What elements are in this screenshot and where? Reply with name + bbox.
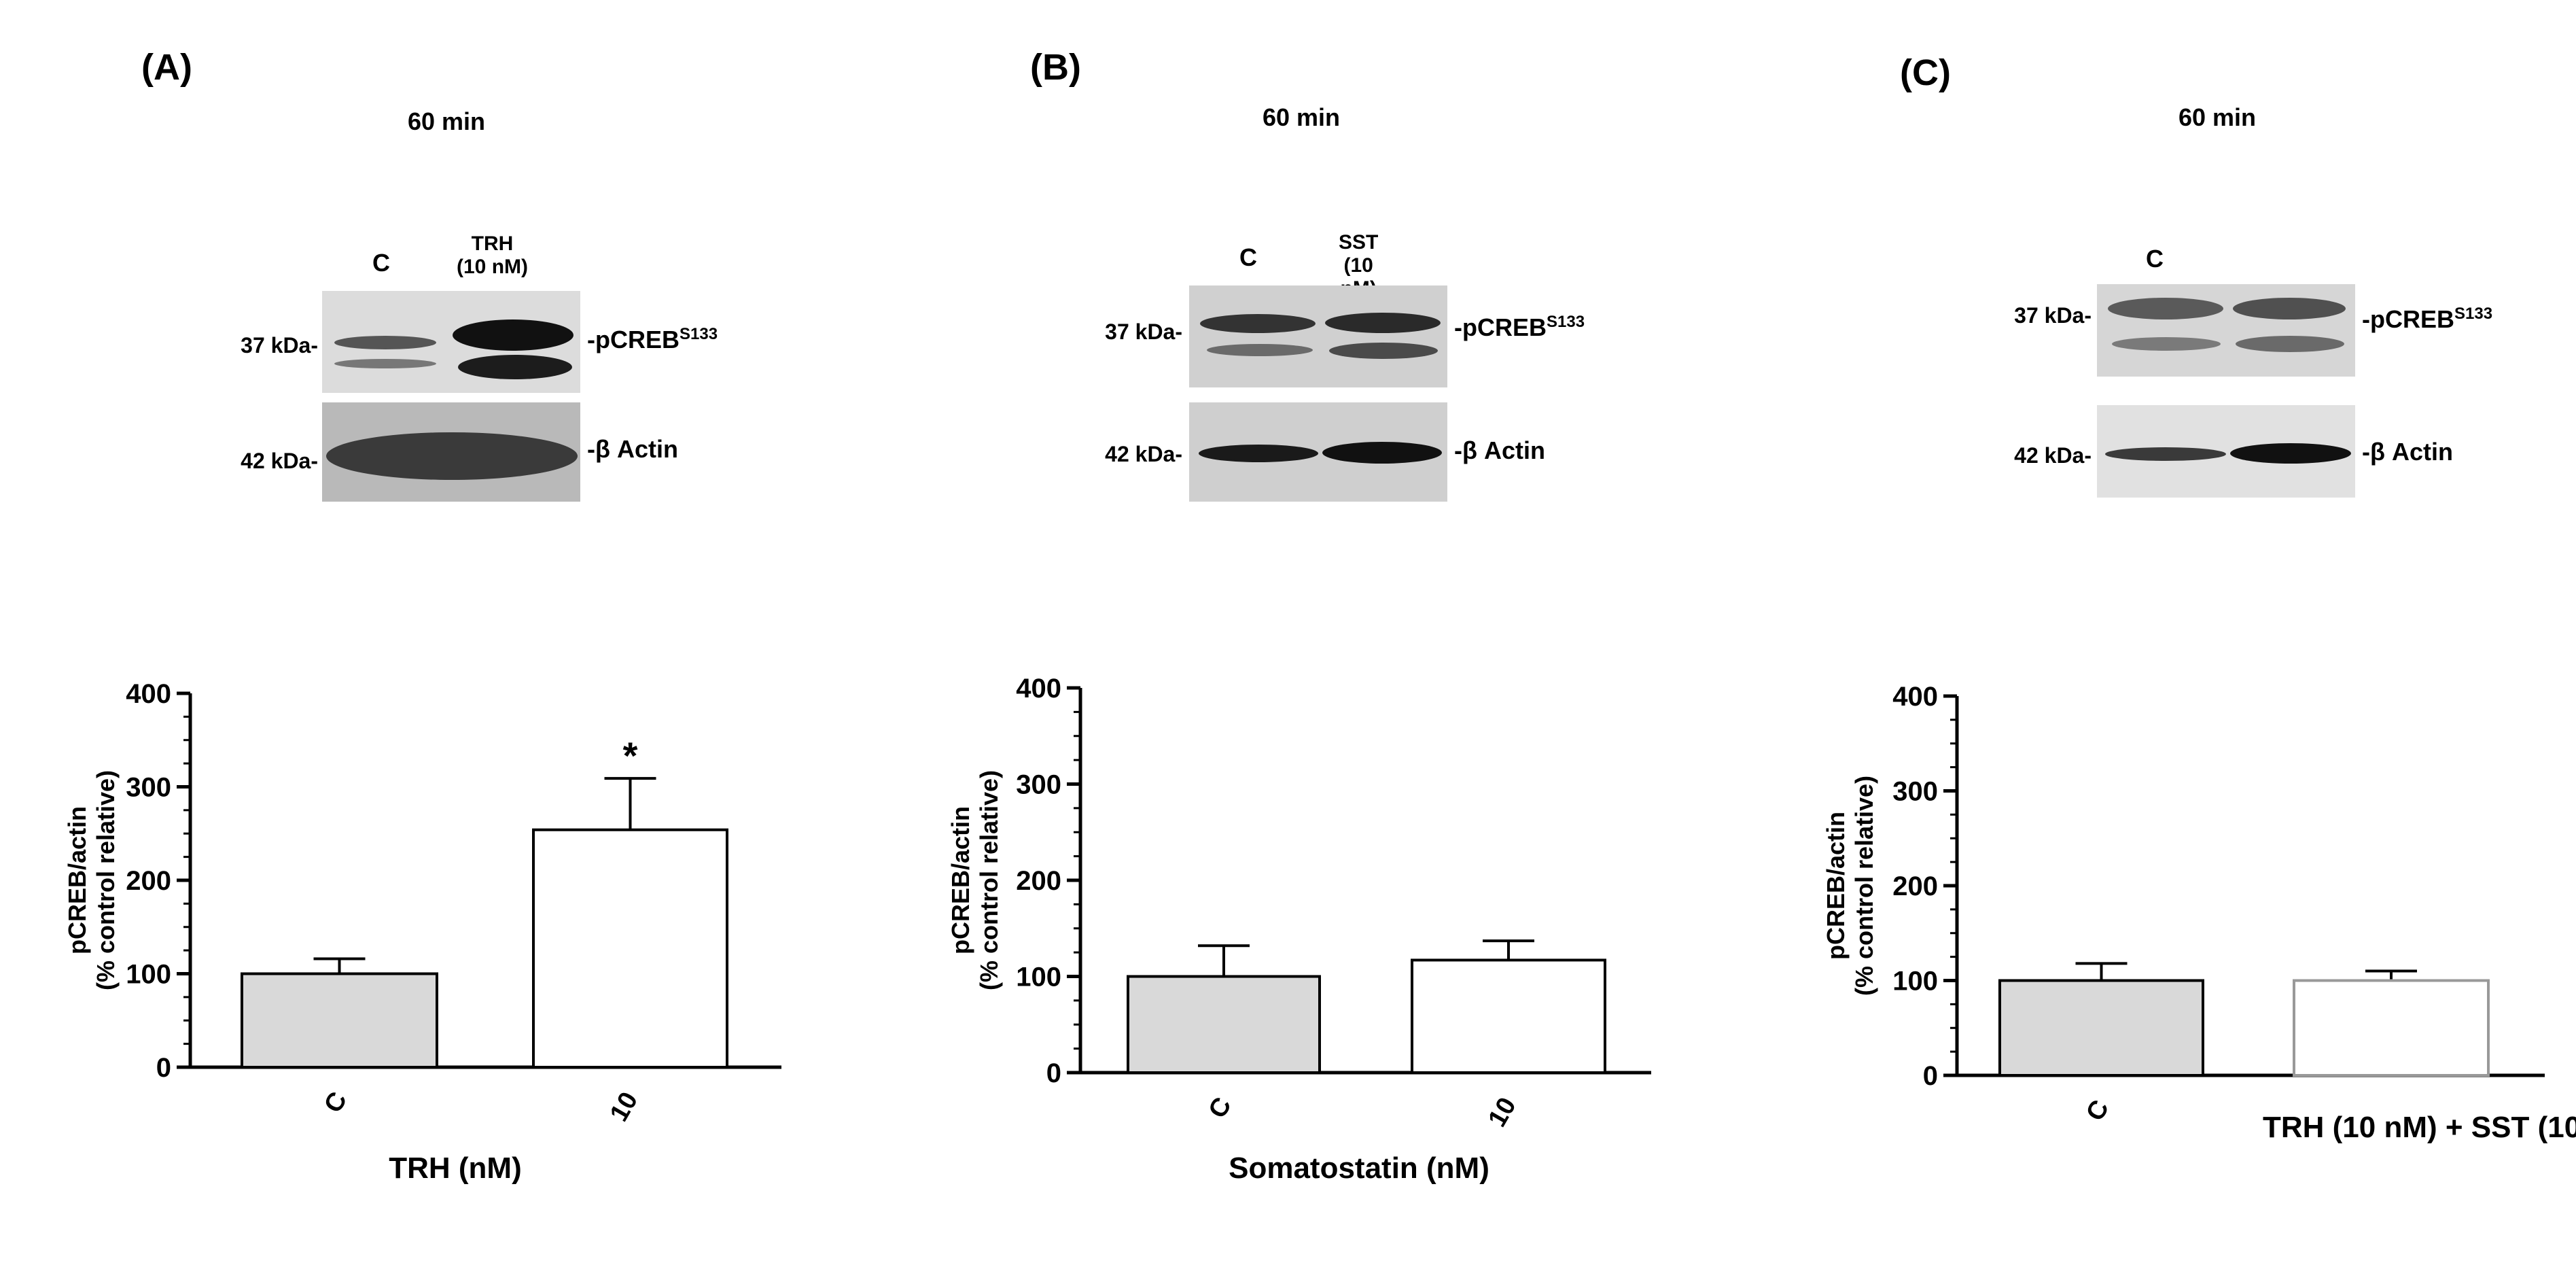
lane-label-control: C — [2146, 245, 2164, 273]
blot-band — [326, 432, 578, 480]
bar — [1127, 975, 1321, 1074]
x-axis-title: Somatostatin (nM) — [1229, 1151, 1489, 1185]
blot-band — [334, 336, 436, 349]
y-tick-label: 0 — [1046, 1058, 1061, 1088]
pcreb-blot — [2097, 284, 2355, 377]
y-tick-label: 100 — [1016, 963, 1061, 992]
kda-marker-top: 37 kDa- — [1105, 319, 1182, 344]
lane-label-treatment: TRH (10 nM) — [457, 232, 528, 278]
y-axis-title: pCREB/actin(% control relative) — [947, 770, 1003, 990]
bar — [1411, 958, 1606, 1074]
pcreb-blot — [1189, 285, 1447, 387]
blot-band — [1329, 343, 1438, 359]
actin-blot — [1189, 402, 1447, 502]
kda-marker-top: 37 kDa- — [2014, 303, 2092, 328]
y-tick-label: 200 — [1016, 866, 1061, 896]
y-tick-label: 300 — [126, 773, 171, 803]
bar — [241, 972, 438, 1069]
blot-band — [1200, 314, 1316, 333]
blot-band — [2230, 443, 2351, 464]
target-label-pcreb: -pCREBS133 — [2362, 305, 2493, 333]
y-axis-title-line: (% control relative) — [975, 770, 1003, 990]
x-tick-label: 10 — [1483, 1093, 1522, 1132]
actin-blot — [322, 402, 580, 502]
kda-marker-top: 37 kDa- — [241, 333, 318, 358]
y-axis-title-line: pCREB/actin — [947, 806, 974, 954]
blot-band — [458, 355, 572, 379]
actin-blot — [2097, 405, 2355, 498]
y-tick-label: 0 — [1923, 1061, 1938, 1091]
blot-band — [2233, 298, 2346, 319]
kda-marker-bottom: 42 kDa- — [2014, 443, 2092, 468]
y-axis-title-line: pCREB/actin — [1822, 812, 1850, 960]
blot-band — [334, 359, 436, 368]
target-label-pcreb: -pCREBS133 — [1454, 313, 1585, 341]
blot-band — [1322, 442, 1442, 464]
time-label: 60 min — [408, 107, 486, 135]
y-axis-title-line: (% control relative) — [1850, 776, 1878, 996]
bar — [532, 828, 728, 1069]
x-tick-label: C — [1203, 1093, 1237, 1124]
blot-band — [1199, 445, 1318, 462]
x-tick-label: C — [319, 1088, 353, 1118]
y-tick-label: 400 — [1016, 674, 1061, 704]
x-axis-title: TRH (nM) — [389, 1151, 522, 1185]
significance-marker: * — [623, 734, 638, 777]
blot-band — [2108, 298, 2223, 319]
target-label-pcreb: -pCREBS133 — [587, 325, 718, 353]
x-tick-label: C — [2081, 1096, 2115, 1126]
time-label: 60 min — [2178, 103, 2257, 131]
y-tick-label: 100 — [1892, 967, 1938, 997]
blot-band — [2236, 336, 2344, 352]
lane-label-control: C — [1239, 243, 1257, 271]
bar — [2293, 979, 2490, 1077]
panel-letter: (A) — [141, 47, 192, 88]
panel-letter: (C) — [1900, 52, 1951, 93]
y-tick-label: 300 — [1892, 777, 1938, 807]
y-axis-title: pCREB/actin(% control relative) — [1822, 776, 1878, 996]
time-label: 60 min — [1263, 103, 1341, 131]
panel-a: (A) 60 min C TRH (10 nM) 37 kDa- 42 kDa-… — [0, 0, 858, 1265]
blot-band — [2105, 447, 2226, 461]
y-axis-title-line: pCREB/actin — [63, 806, 91, 954]
x-tick-label: 10 — [605, 1088, 644, 1127]
kda-marker-bottom: 42 kDa- — [241, 449, 318, 473]
lane-label-control: C — [372, 249, 390, 277]
panel-b: (B) 60 min C SST (10 nM) 37 kDa- 42 kDa-… — [0, 0, 1585, 1265]
blot-band — [1325, 313, 1441, 333]
y-tick-label: 400 — [1892, 682, 1938, 712]
target-label-actin: -β Actin — [1454, 436, 1545, 464]
y-tick-label: 200 — [1892, 871, 1938, 901]
bar — [1998, 979, 2204, 1077]
target-label-actin: -β Actin — [2362, 438, 2453, 466]
y-tick-label: 300 — [1016, 770, 1061, 800]
y-tick-label: 0 — [156, 1053, 171, 1083]
target-label-actin: -β Actin — [587, 435, 678, 463]
y-axis-title: pCREB/actin(% control relative) — [63, 770, 120, 990]
blot-band — [453, 319, 574, 351]
y-tick-label: 400 — [126, 679, 171, 709]
blot-band — [1207, 344, 1313, 356]
y-tick-label: 200 — [126, 866, 171, 896]
pcreb-blot — [322, 291, 580, 393]
blot-band — [2112, 337, 2221, 351]
y-axis-title-line: (% control relative) — [92, 770, 120, 990]
kda-marker-bottom: 42 kDa- — [1105, 442, 1182, 466]
panel-letter: (B) — [1030, 47, 1081, 88]
y-tick-label: 100 — [126, 960, 171, 990]
